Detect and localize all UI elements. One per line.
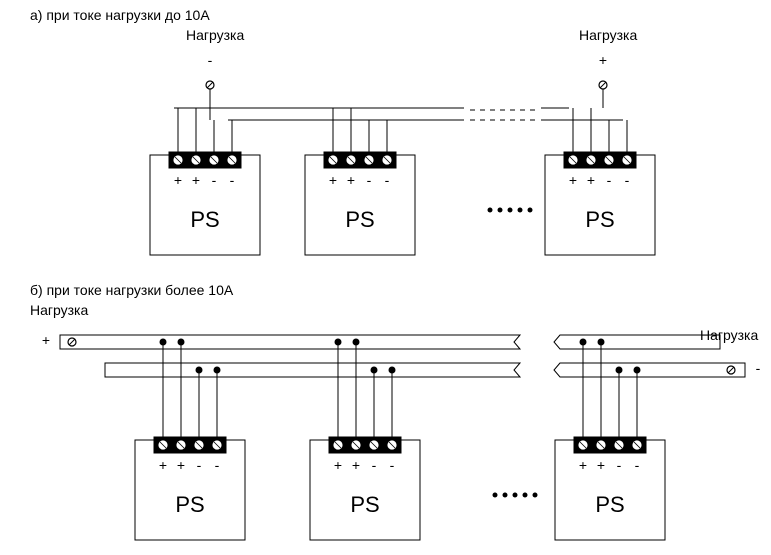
junction-dot bbox=[214, 367, 221, 374]
svg-text:PS: PS bbox=[350, 492, 379, 517]
svg-text:PS: PS bbox=[190, 207, 219, 232]
svg-text:-: - bbox=[212, 172, 217, 188]
ellipsis-dot bbox=[508, 208, 513, 213]
svg-text:-: - bbox=[215, 457, 220, 473]
ps-b-0: ++--PS bbox=[135, 437, 245, 540]
load-pos-sign: + bbox=[599, 52, 607, 68]
svg-text:-: - bbox=[197, 457, 202, 473]
ellipsis-dot bbox=[493, 493, 498, 498]
junction-dot bbox=[389, 367, 396, 374]
svg-text:+: + bbox=[587, 172, 595, 188]
ps-a-1: ++--PS bbox=[305, 152, 415, 255]
bus-pos-sign: + bbox=[42, 332, 50, 348]
svg-text:-: - bbox=[372, 457, 377, 473]
title-b: б) при токе нагрузки более 10А bbox=[30, 282, 234, 298]
junction-dot bbox=[335, 339, 342, 346]
junction-dot bbox=[371, 367, 378, 374]
junction-dot bbox=[580, 339, 587, 346]
junction-dot bbox=[616, 367, 623, 374]
svg-text:-: - bbox=[635, 457, 640, 473]
svg-text:-: - bbox=[367, 172, 372, 188]
svg-text:-: - bbox=[230, 172, 235, 188]
junction-dot bbox=[353, 339, 360, 346]
svg-text:-: - bbox=[617, 457, 622, 473]
svg-text:-: - bbox=[390, 457, 395, 473]
svg-text:PS: PS bbox=[585, 207, 614, 232]
ellipsis-dot bbox=[518, 208, 523, 213]
svg-text:+: + bbox=[159, 457, 167, 473]
svg-text:PS: PS bbox=[175, 492, 204, 517]
svg-text:+: + bbox=[334, 457, 342, 473]
ps-a-2: ++--PS bbox=[545, 152, 655, 255]
svg-text:+: + bbox=[579, 457, 587, 473]
ellipsis-dot bbox=[523, 493, 528, 498]
bus-pos-load-label: Нагрузка bbox=[30, 302, 88, 318]
title-a: а) при токе нагрузки до 10А bbox=[30, 7, 210, 23]
junction-dot bbox=[178, 339, 185, 346]
ellipsis-dot bbox=[513, 493, 518, 498]
svg-text:+: + bbox=[192, 172, 200, 188]
svg-text:+: + bbox=[177, 457, 185, 473]
load-neg-sign: - bbox=[208, 52, 213, 68]
svg-text:+: + bbox=[329, 172, 337, 188]
bus-pos-right bbox=[554, 335, 720, 349]
ellipsis-dot bbox=[503, 493, 508, 498]
load-pos-label: Нагрузка bbox=[579, 27, 637, 43]
svg-text:+: + bbox=[597, 457, 605, 473]
ellipsis-dot bbox=[533, 493, 538, 498]
bus-neg-left bbox=[105, 363, 520, 377]
ps-b-1: ++--PS bbox=[310, 437, 420, 540]
svg-text:+: + bbox=[569, 172, 577, 188]
ellipsis-dot bbox=[528, 208, 533, 213]
svg-text:+: + bbox=[347, 172, 355, 188]
svg-text:-: - bbox=[607, 172, 612, 188]
junction-dot bbox=[196, 367, 203, 374]
junction-dot bbox=[160, 339, 167, 346]
svg-text:+: + bbox=[174, 172, 182, 188]
junction-dot bbox=[634, 367, 641, 374]
svg-text:PS: PS bbox=[345, 207, 374, 232]
bus-pos-left bbox=[60, 335, 520, 349]
ellipsis-dot bbox=[498, 208, 503, 213]
ellipsis-dot bbox=[488, 208, 493, 213]
ps-b-2: ++--PS bbox=[555, 437, 665, 540]
svg-text:-: - bbox=[385, 172, 390, 188]
load-neg-label: Нагрузка bbox=[186, 27, 244, 43]
ps-a-0: ++--PS bbox=[150, 152, 260, 255]
junction-dot bbox=[598, 339, 605, 346]
svg-text:+: + bbox=[352, 457, 360, 473]
svg-text:-: - bbox=[625, 172, 630, 188]
bus-neg-load-label: Нагрузка bbox=[700, 327, 758, 343]
svg-text:PS: PS bbox=[595, 492, 624, 517]
bus-neg-sign: - bbox=[756, 360, 761, 376]
